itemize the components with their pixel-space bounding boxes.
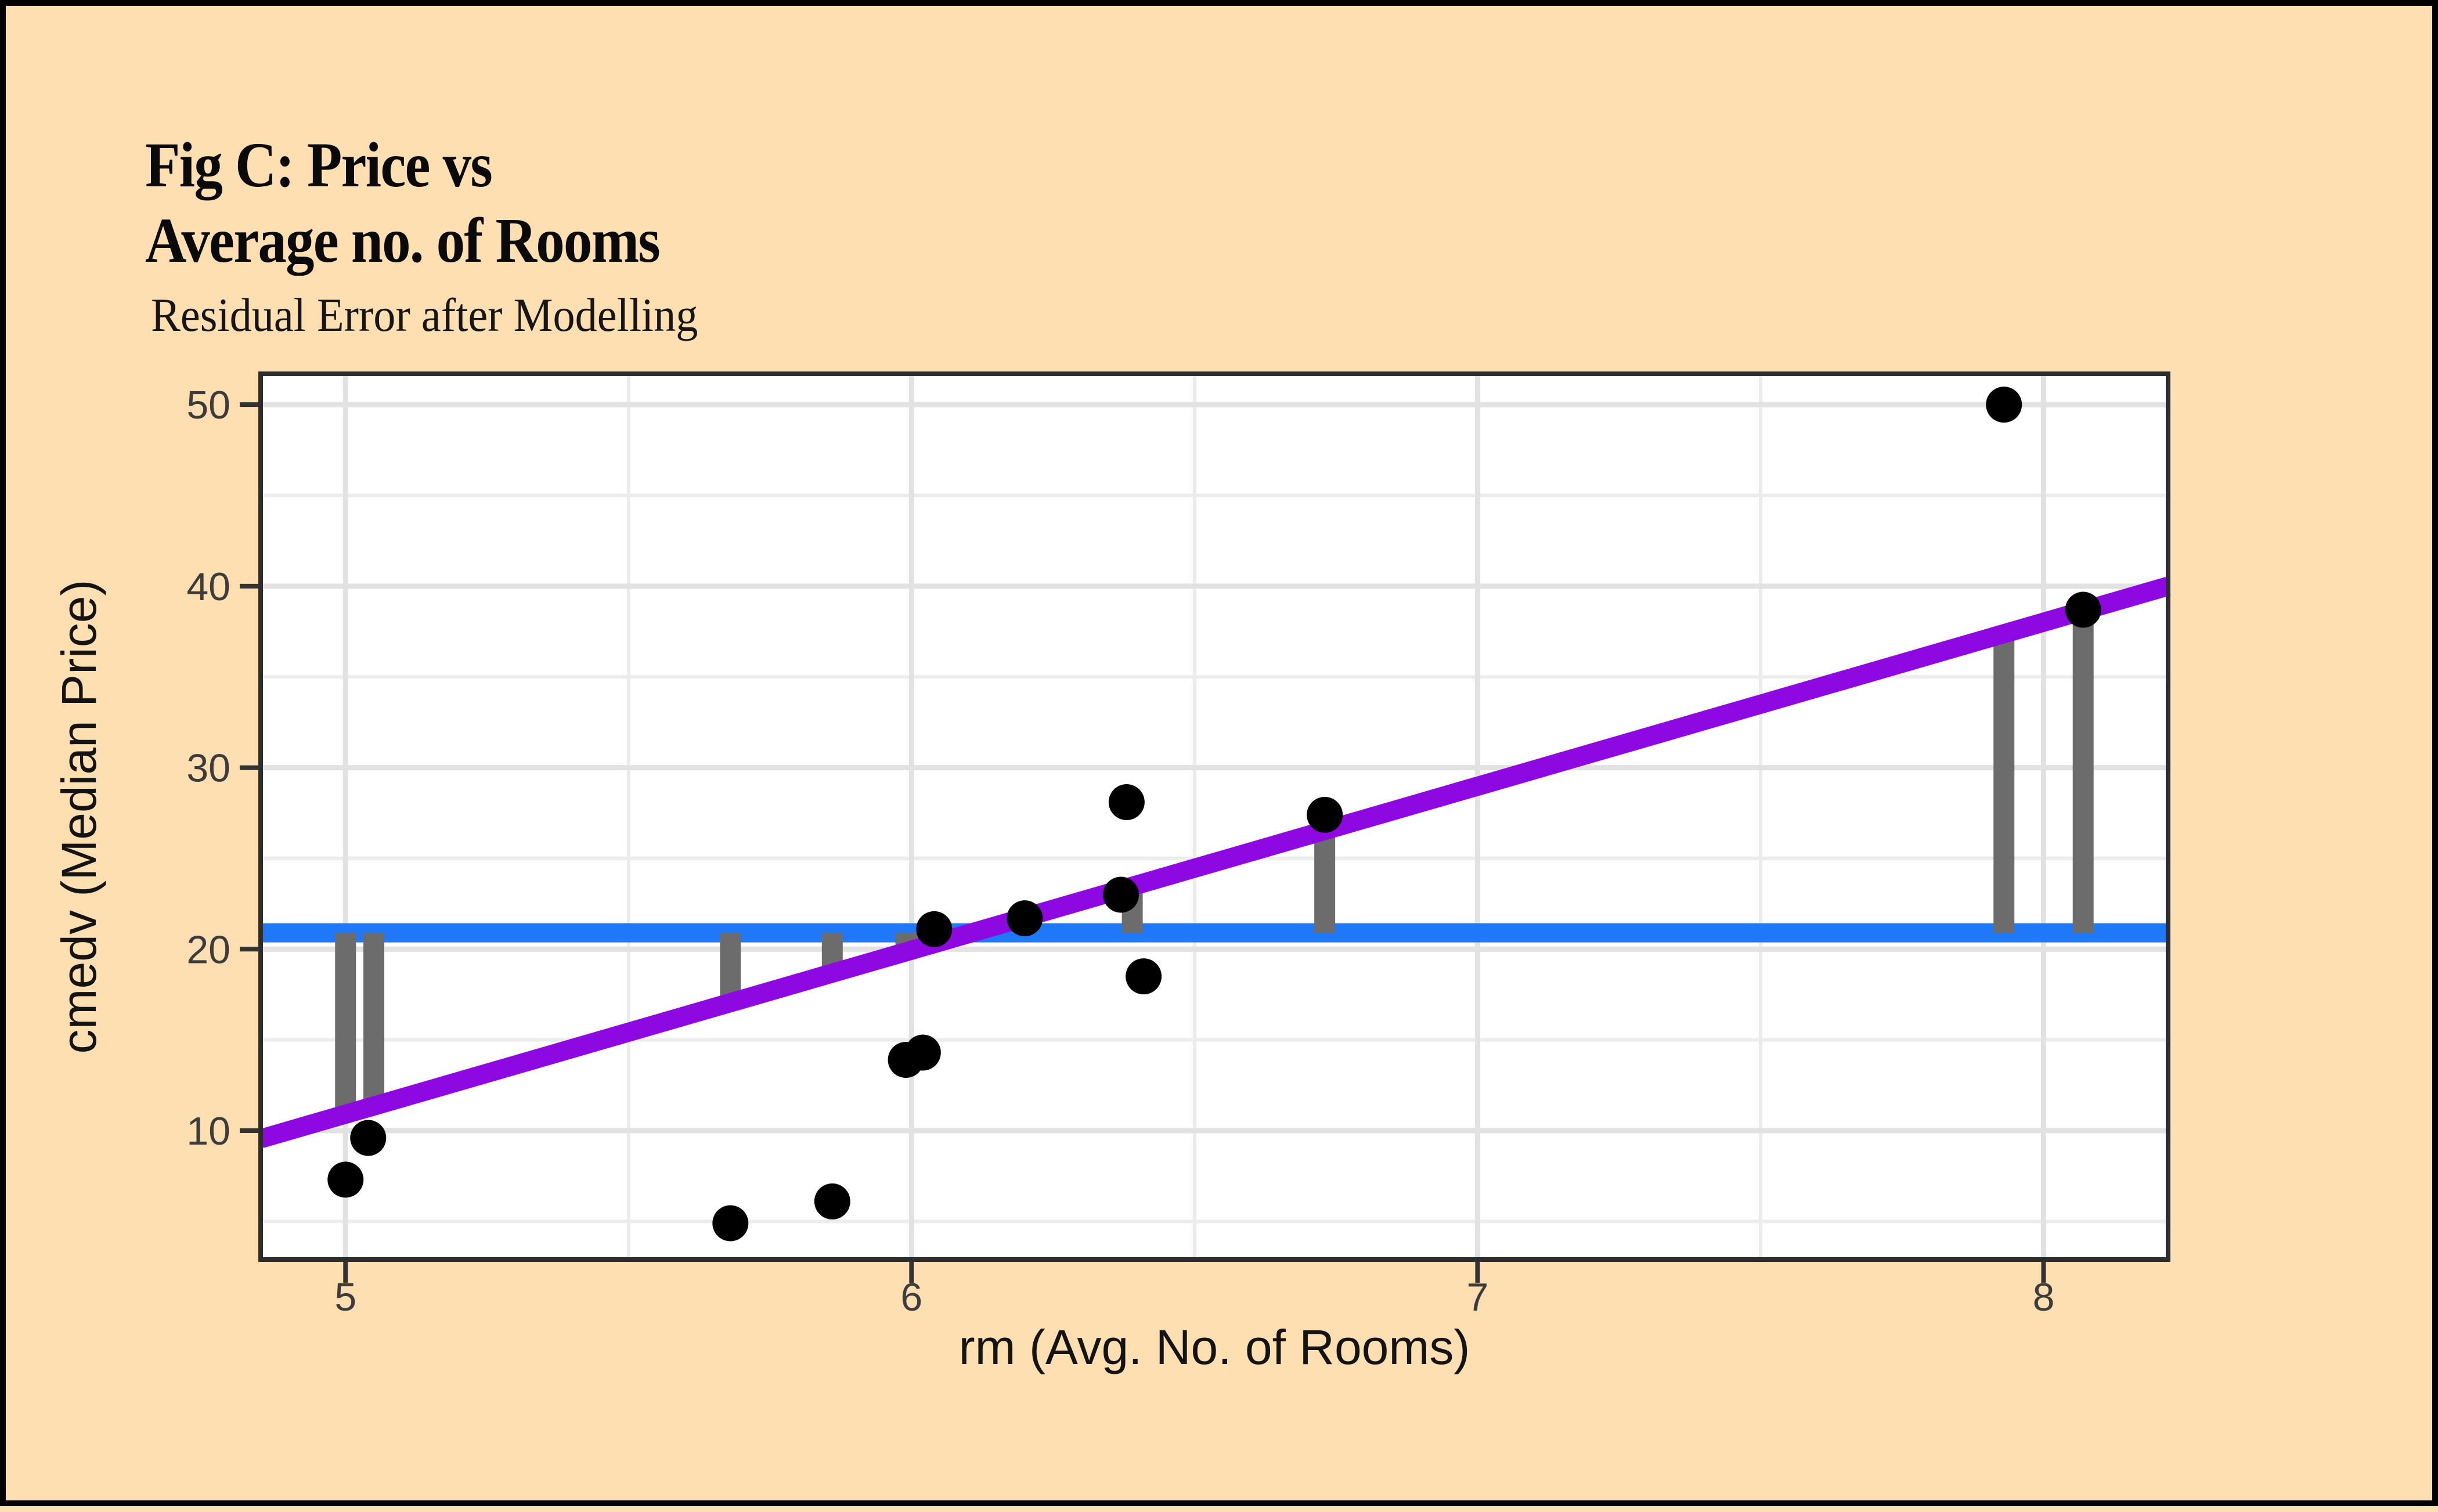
y-tick-label: 10 <box>186 1109 230 1153</box>
chart-title-line1: Fig C: Price vs <box>145 129 493 200</box>
data-point <box>2065 591 2101 628</box>
scatter-plot: 5 6 7 8 10 20 30 40 50 rm (Avg. No. of Rooms) cmed… <box>52 371 2171 1374</box>
data-point <box>1007 900 1043 937</box>
data-point <box>1108 784 1145 820</box>
residual-bar <box>1314 831 1336 933</box>
y-tick-label: 50 <box>186 383 230 427</box>
data-point <box>1307 796 1343 833</box>
panel-border <box>258 371 2170 1262</box>
data-point <box>327 1161 364 1198</box>
x-tick-label: 6 <box>900 1275 922 1319</box>
data-point <box>1986 387 2022 423</box>
y-tick-label: 40 <box>186 565 230 609</box>
y-tick-label: 30 <box>186 746 230 791</box>
plot-panel <box>261 374 2168 1260</box>
data-point <box>350 1120 387 1156</box>
x-tick-label: 7 <box>1466 1275 1488 1319</box>
y-axis-title: cmedv (Median Price) <box>52 580 106 1054</box>
residual-bar <box>1993 635 2015 933</box>
fit-line <box>258 577 2171 1148</box>
y-tick-label: 20 <box>186 928 230 972</box>
chart-title-line2: Average no. of Rooms <box>145 204 661 276</box>
chart-subtitle: Residual Error after Modelling <box>151 288 698 341</box>
residual-bar <box>335 933 356 1116</box>
data-point <box>814 1183 850 1219</box>
data-point <box>904 1034 941 1071</box>
x-tick-label: 8 <box>2033 1275 2055 1319</box>
residual-bar <box>2072 611 2094 933</box>
x-tick-label: 5 <box>334 1275 356 1319</box>
data-point <box>1103 876 1139 913</box>
data-point <box>712 1205 749 1242</box>
chart-title: Fig C: Price vs Average no. of Rooms <box>145 128 661 279</box>
data-point <box>1126 958 1162 995</box>
x-axis-title: rm (Avg. No. of Rooms) <box>959 1320 1470 1374</box>
residual-bar <box>363 933 385 1107</box>
data-point <box>916 911 953 947</box>
